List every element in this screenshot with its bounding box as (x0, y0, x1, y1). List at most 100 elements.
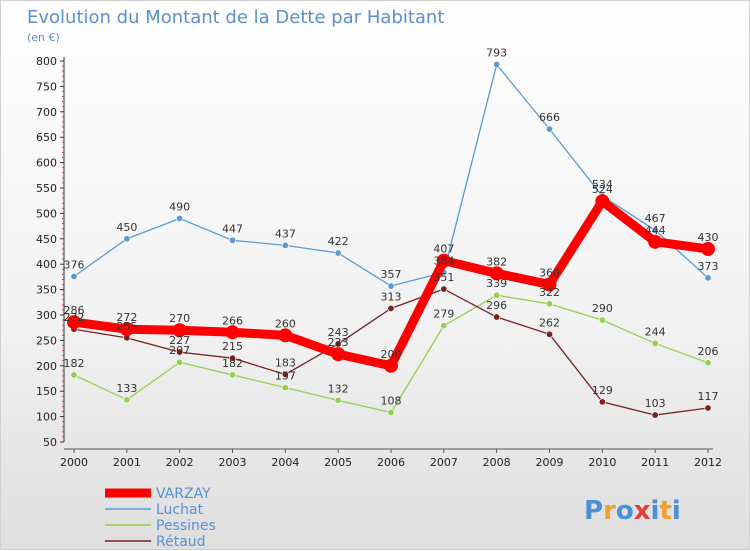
series-line-luchat (73, 63, 709, 287)
data-label-retaud: 313 (381, 290, 402, 303)
data-label-retaud: 262 (539, 316, 560, 329)
data-label-varzay: 360 (539, 267, 560, 280)
data-point-pessines (598, 316, 606, 324)
data-label-luchat: 447 (222, 222, 243, 235)
data-point-luchat (545, 125, 553, 133)
data-point-retaud (176, 348, 184, 356)
data-label-retaud: 103 (645, 397, 666, 410)
y-tick-label: 250 (36, 334, 57, 347)
data-point-retaud (281, 370, 289, 378)
data-label-retaud: 227 (169, 334, 190, 347)
data-point-luchat (651, 226, 659, 234)
data-point-varzay (542, 277, 557, 292)
data-point-varzay (172, 323, 187, 338)
data-label-luchat: 793 (486, 47, 507, 60)
data-label-varzay: 524 (592, 183, 613, 196)
data-label-luchat: 422 (328, 235, 349, 248)
legend-label-luchat: Luchat (156, 502, 204, 518)
data-label-retaud: 117 (698, 390, 719, 403)
logo-letter: o (616, 496, 634, 526)
data-point-retaud (440, 285, 448, 293)
data-label-varzay: 286 (64, 304, 85, 317)
data-point-pessines (70, 371, 78, 379)
data-label-pessines: 133 (116, 382, 137, 395)
x-tick-label: 2011 (641, 456, 669, 469)
x-tick-label: 2002 (166, 456, 194, 469)
proxiti-logo-text: Proxiti (584, 496, 681, 526)
x-tick-label: 2009 (536, 456, 564, 469)
data-label-varzay: 260 (275, 317, 296, 330)
data-point-pessines (281, 384, 289, 392)
data-label-varzay: 382 (486, 255, 507, 268)
data-point-retaud (387, 304, 395, 312)
data-label-pessines: 279 (433, 308, 454, 321)
y-tick-label: 350 (36, 284, 57, 297)
legend-label-retaud: Rétaud (156, 534, 206, 550)
data-point-retaud (545, 330, 553, 338)
y-tick-label: 50 (43, 436, 57, 449)
data-point-varzay (595, 194, 610, 209)
data-point-pessines (651, 339, 659, 347)
y-tick-label: 750 (36, 80, 57, 93)
data-label-luchat: 490 (169, 200, 190, 213)
data-point-varzay (119, 322, 134, 337)
data-label-retaud: 296 (486, 299, 507, 312)
data-point-luchat (70, 272, 78, 280)
data-label-retaud: 215 (222, 340, 243, 353)
data-point-varzay (278, 328, 293, 343)
x-tick-label: 2005 (324, 456, 352, 469)
data-point-pessines (493, 291, 501, 299)
data-label-varzay: 200 (381, 348, 402, 361)
data-point-pessines (545, 300, 553, 308)
data-label-retaud: 129 (592, 384, 613, 397)
y-tick-label: 500 (36, 207, 57, 220)
data-point-luchat (704, 274, 712, 282)
data-label-luchat: 666 (539, 111, 560, 124)
x-tick-label: 2010 (588, 456, 616, 469)
y-tick-label: 650 (36, 131, 57, 144)
series-group (67, 61, 715, 419)
data-label-luchat: 376 (64, 258, 85, 271)
data-label-luchat: 384 (433, 254, 454, 267)
y-tick-label: 300 (36, 309, 57, 322)
y-tick-label: 200 (36, 360, 57, 373)
logo-letter: t (659, 496, 671, 526)
data-label-varzay: 444 (645, 224, 666, 237)
data-labels: 376 450 490 447 437 422 357 384 793 666 534 467 373 1… (64, 47, 719, 411)
data-label-pessines: 322 (539, 286, 560, 299)
data-label-retaud: 183 (275, 356, 296, 369)
data-point-varzay (384, 358, 398, 373)
data-point-retaud (598, 398, 606, 406)
data-label-pessines: 207 (169, 344, 190, 357)
y-tick-label: 400 (36, 258, 57, 271)
y-tick-label: 550 (36, 182, 57, 195)
logo-letter: x (634, 496, 651, 526)
data-point-varzay (701, 241, 715, 256)
data-label-varzay: 407 (433, 243, 454, 256)
data-point-pessines (387, 409, 395, 417)
data-point-varzay (331, 347, 346, 362)
data-label-retaud: 243 (328, 326, 349, 339)
data-point-varzay (67, 315, 81, 330)
data-label-luchat: 357 (381, 268, 402, 281)
data-point-luchat (281, 241, 289, 249)
data-label-pessines: 108 (381, 395, 402, 408)
x-tick-label: 2006 (377, 456, 405, 469)
data-point-pessines (440, 322, 448, 330)
legend-label-varzay: VARZAY (156, 486, 211, 502)
data-point-luchat (229, 236, 237, 244)
data-label-luchat: 534 (592, 178, 613, 191)
data-label-pessines: 182 (222, 357, 243, 370)
y-tick-label: 800 (36, 55, 57, 68)
data-point-retaud (704, 404, 712, 412)
proxiti-logo: Proxiti (584, 496, 681, 526)
y-tick-label: 150 (36, 385, 57, 398)
x-tick-label: 2003 (219, 456, 247, 469)
data-label-varzay: 272 (116, 311, 137, 324)
data-point-varzay (489, 266, 504, 281)
data-point-pessines (229, 371, 237, 379)
logo-letter: r (603, 496, 616, 526)
